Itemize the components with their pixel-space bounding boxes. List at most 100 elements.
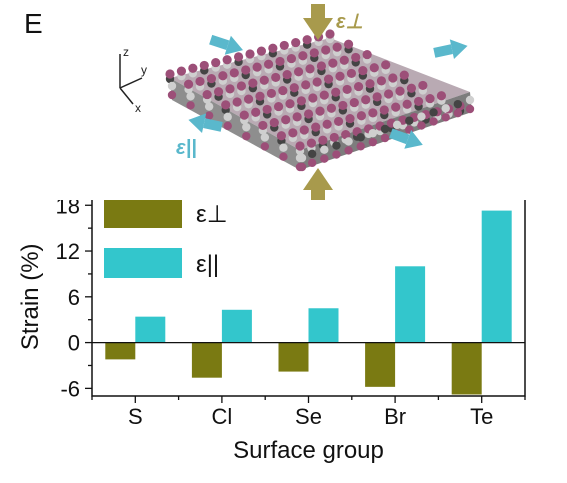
atom-surface — [268, 43, 278, 53]
atom-surface — [406, 83, 417, 93]
atom-surface — [281, 115, 291, 125]
y-tick-label: 12 — [56, 239, 80, 264]
atom-surface — [188, 63, 198, 73]
atom-edge — [368, 137, 378, 147]
atom-surface — [259, 75, 269, 85]
atom-surface — [343, 39, 354, 49]
axis-z-label: z — [123, 45, 129, 59]
atom-surface — [349, 97, 359, 108]
atom-surface — [372, 92, 382, 102]
atom-surface — [302, 35, 312, 45]
atom-surface — [358, 65, 368, 76]
atom-edge — [186, 101, 195, 110]
atom-surface — [321, 45, 331, 55]
atom-surface — [322, 119, 332, 129]
atom-edge — [223, 121, 232, 131]
atom-lattice — [165, 29, 475, 172]
bar-perp-te — [451, 342, 482, 395]
atom-edge — [405, 116, 414, 125]
atom-surface — [339, 55, 349, 65]
atom-surface — [335, 71, 345, 81]
atom-edge — [380, 124, 390, 134]
atom-edge — [204, 102, 214, 111]
atom-edge — [380, 133, 390, 143]
atom-surface — [258, 120, 268, 131]
atom-edge — [320, 145, 329, 154]
atom-edge — [441, 113, 450, 122]
atom-surface — [328, 58, 338, 68]
atom-edge — [320, 154, 329, 163]
atom-edge — [465, 95, 475, 105]
atom-surface — [309, 48, 319, 58]
atom-surface — [391, 102, 401, 112]
atom-surface — [353, 81, 364, 92]
bar-perp-se — [278, 342, 309, 372]
atom-edge — [392, 120, 402, 130]
bar-parallel-te — [481, 210, 512, 343]
atom-surface — [338, 100, 348, 111]
atom-surface — [326, 103, 337, 113]
y-tick-label: 18 — [56, 200, 80, 218]
atom-surface — [362, 49, 372, 60]
atom-surface — [251, 107, 261, 117]
atom-surface — [218, 71, 228, 81]
atom-surface — [222, 55, 232, 65]
atom-surface — [298, 51, 308, 61]
compression-arrow-bottom — [303, 168, 333, 200]
atom-edge — [356, 133, 365, 142]
crystal-schematic: z y x — [119, 4, 475, 200]
atom-edge — [332, 141, 341, 150]
atom-surface — [301, 80, 311, 90]
atom-surface — [295, 141, 305, 151]
x-tick-label-s: S — [128, 404, 143, 429]
strain-bar-chart: -6 0 6 12 18 S Cl Se Br Te ε⊥ ε|| Strain (%) Sur… — [17, 200, 526, 464]
atom-edge — [167, 81, 177, 91]
bar-parallel-se — [308, 308, 339, 343]
atom-surface — [289, 83, 299, 93]
atom-surface — [271, 72, 281, 83]
atom-surface — [248, 78, 258, 88]
x-axis-ticks: S Cl Se Br Te — [91, 396, 526, 429]
atom-surface — [232, 97, 242, 107]
tension-arrow-back-left — [209, 34, 244, 55]
x-tick-label-br: Br — [384, 404, 406, 429]
atom-surface — [323, 74, 334, 84]
atom-surface — [256, 46, 267, 56]
y-tick-label: -6 — [60, 376, 80, 401]
atom-surface — [425, 93, 435, 104]
atom-edge — [242, 122, 251, 132]
atom-surface — [342, 84, 352, 95]
atom-edge — [356, 142, 365, 151]
atom-surface — [331, 87, 341, 97]
atom-surface — [293, 67, 304, 77]
atom-surface — [273, 101, 284, 112]
atom-surface — [252, 62, 262, 72]
atom-surface — [269, 117, 279, 128]
atom-surface — [369, 63, 379, 73]
atom-edge — [429, 117, 438, 126]
legend-swatch-parallel — [104, 248, 182, 278]
atom-edge — [295, 162, 305, 172]
x-tick-label-te: Te — [470, 404, 493, 429]
atom-edge — [453, 99, 463, 109]
atom-surface — [211, 57, 221, 68]
atom-surface — [279, 40, 289, 51]
bar-parallel-br — [395, 266, 426, 343]
atom-edge — [429, 108, 438, 117]
atom-edge — [279, 152, 288, 161]
atom-surface — [418, 80, 428, 91]
atom-surface — [399, 70, 409, 80]
atom-edge — [260, 133, 270, 142]
atom-surface — [285, 99, 295, 109]
y-axis-ticks: -6 0 6 12 18 — [56, 200, 92, 401]
atom-surface — [303, 109, 314, 119]
atom-edge — [453, 108, 463, 118]
atom-edge — [417, 121, 426, 130]
atom-surface — [292, 112, 302, 122]
atom-surface — [345, 113, 355, 124]
x-axis-title: Surface group — [233, 437, 384, 464]
atom-surface — [316, 61, 327, 71]
atom-surface — [263, 59, 274, 69]
atom-surface — [318, 135, 328, 145]
atom-edge — [307, 149, 317, 159]
